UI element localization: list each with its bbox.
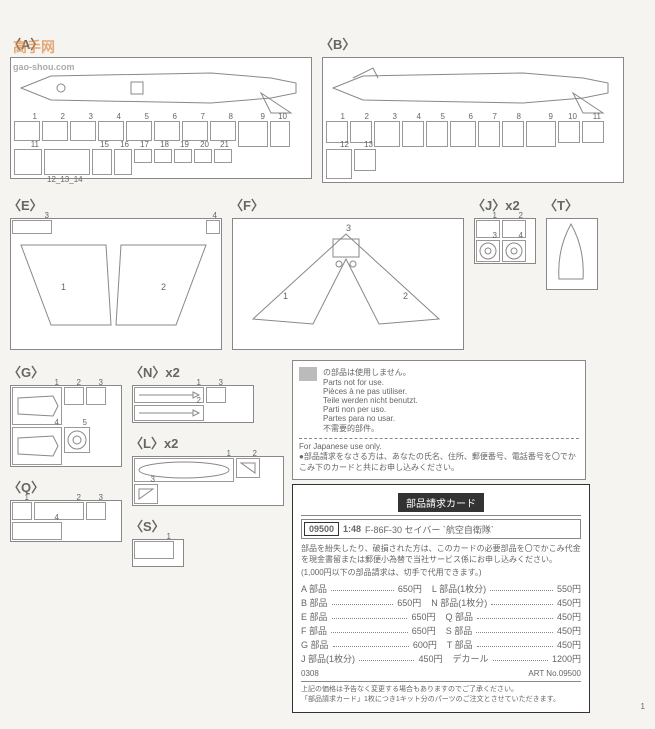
sprue-S-label: 〈S〉	[130, 516, 286, 535]
sprue-G: 〈G〉 1 2 3 4 5	[8, 360, 124, 469]
kit-code: 09500	[304, 522, 339, 536]
sprue-G-label: 〈G〉	[8, 362, 124, 381]
order-footer1: 上記の価格は予告なく変更する場合もありますのでご了承ください。	[301, 684, 581, 694]
hatched-box-icon	[299, 367, 317, 381]
engine-icon	[13, 428, 61, 464]
ring-icon	[65, 428, 89, 452]
fin-icon	[237, 459, 259, 477]
wheel-icon	[503, 241, 525, 261]
sprue-L: 〈L〉x2 1 2 3	[130, 431, 286, 508]
sprue-L-label: 〈L〉x2	[130, 433, 286, 452]
sprue-T: 〈T〉 1	[544, 193, 600, 352]
sprue-N-label: 〈N〉x2	[130, 362, 286, 381]
order-date: 0308	[301, 669, 319, 678]
svg-text:2: 2	[403, 291, 408, 301]
sprue-B-label: 〈B〉	[320, 34, 626, 53]
sprue-J: 〈J〉x2 1 2 3 4	[472, 193, 538, 352]
not-for-use-box: の部品は使用しません。 Parts not for use. Pièces à …	[292, 360, 586, 480]
art-number: ART No.09500	[528, 669, 581, 678]
kit-scale: 1:48	[343, 524, 361, 534]
order-intro: 部品を紛失したり、破損された方は、このカードの必要部品を〇でかこみ代金を現金書留…	[301, 543, 581, 565]
wheel-icon	[477, 241, 499, 261]
nosecone-icon	[547, 219, 595, 287]
sprue-F-label: 〈F〉	[230, 195, 466, 214]
fuselage-B-icon	[323, 58, 617, 118]
missile-icon	[135, 406, 203, 420]
svg-text:1: 1	[283, 291, 288, 301]
sprue-F: 〈F〉 1 2 3	[230, 193, 466, 352]
sprue-B: 〈B〉 1 2 3 4 5 6 7 8 9 10 11 12	[320, 32, 626, 185]
kit-name: F-86F-30 セイバー `航空自衛隊`	[365, 523, 494, 536]
sprue-S: 〈S〉 1	[130, 514, 286, 569]
svg-text:1: 1	[61, 282, 66, 292]
fin-icon	[135, 485, 157, 503]
missile-icon	[135, 388, 203, 402]
sprue-E: 〈E〉 3 4 1 2	[8, 193, 224, 352]
svg-text:2: 2	[161, 282, 166, 292]
fuselage-A-icon	[11, 58, 305, 118]
order-note: (1,000円以下の部品請求は、切手で代用できます。)	[301, 567, 581, 578]
sprue-Q: 〈Q〉 1 2 3 4	[8, 475, 124, 544]
wings-E-icon: 1 2	[11, 235, 217, 335]
sprue-E-label: 〈E〉	[8, 195, 224, 214]
order-card: 部品請求カード 09500 1:48 F-86F-30 セイバー `航空自衛隊`…	[292, 484, 590, 713]
sprue-N: 〈N〉x2 1 3 2	[130, 360, 286, 425]
order-footer2: 「部品請求カード」1枚につき1キット分のパーツのご注文とさせていただきます。	[301, 694, 581, 704]
sprue-T-label: 〈T〉	[544, 195, 600, 214]
wings-F-icon: 1 2 3	[233, 219, 459, 345]
price-list: A 部品650円L 部品(1枚分)550円B 部品650円N 部品(1枚分)45…	[301, 582, 581, 665]
order-title: 部品請求カード	[398, 493, 484, 512]
sprue-J-label: 〈J〉x2	[472, 195, 538, 214]
svg-text:3: 3	[346, 223, 351, 233]
